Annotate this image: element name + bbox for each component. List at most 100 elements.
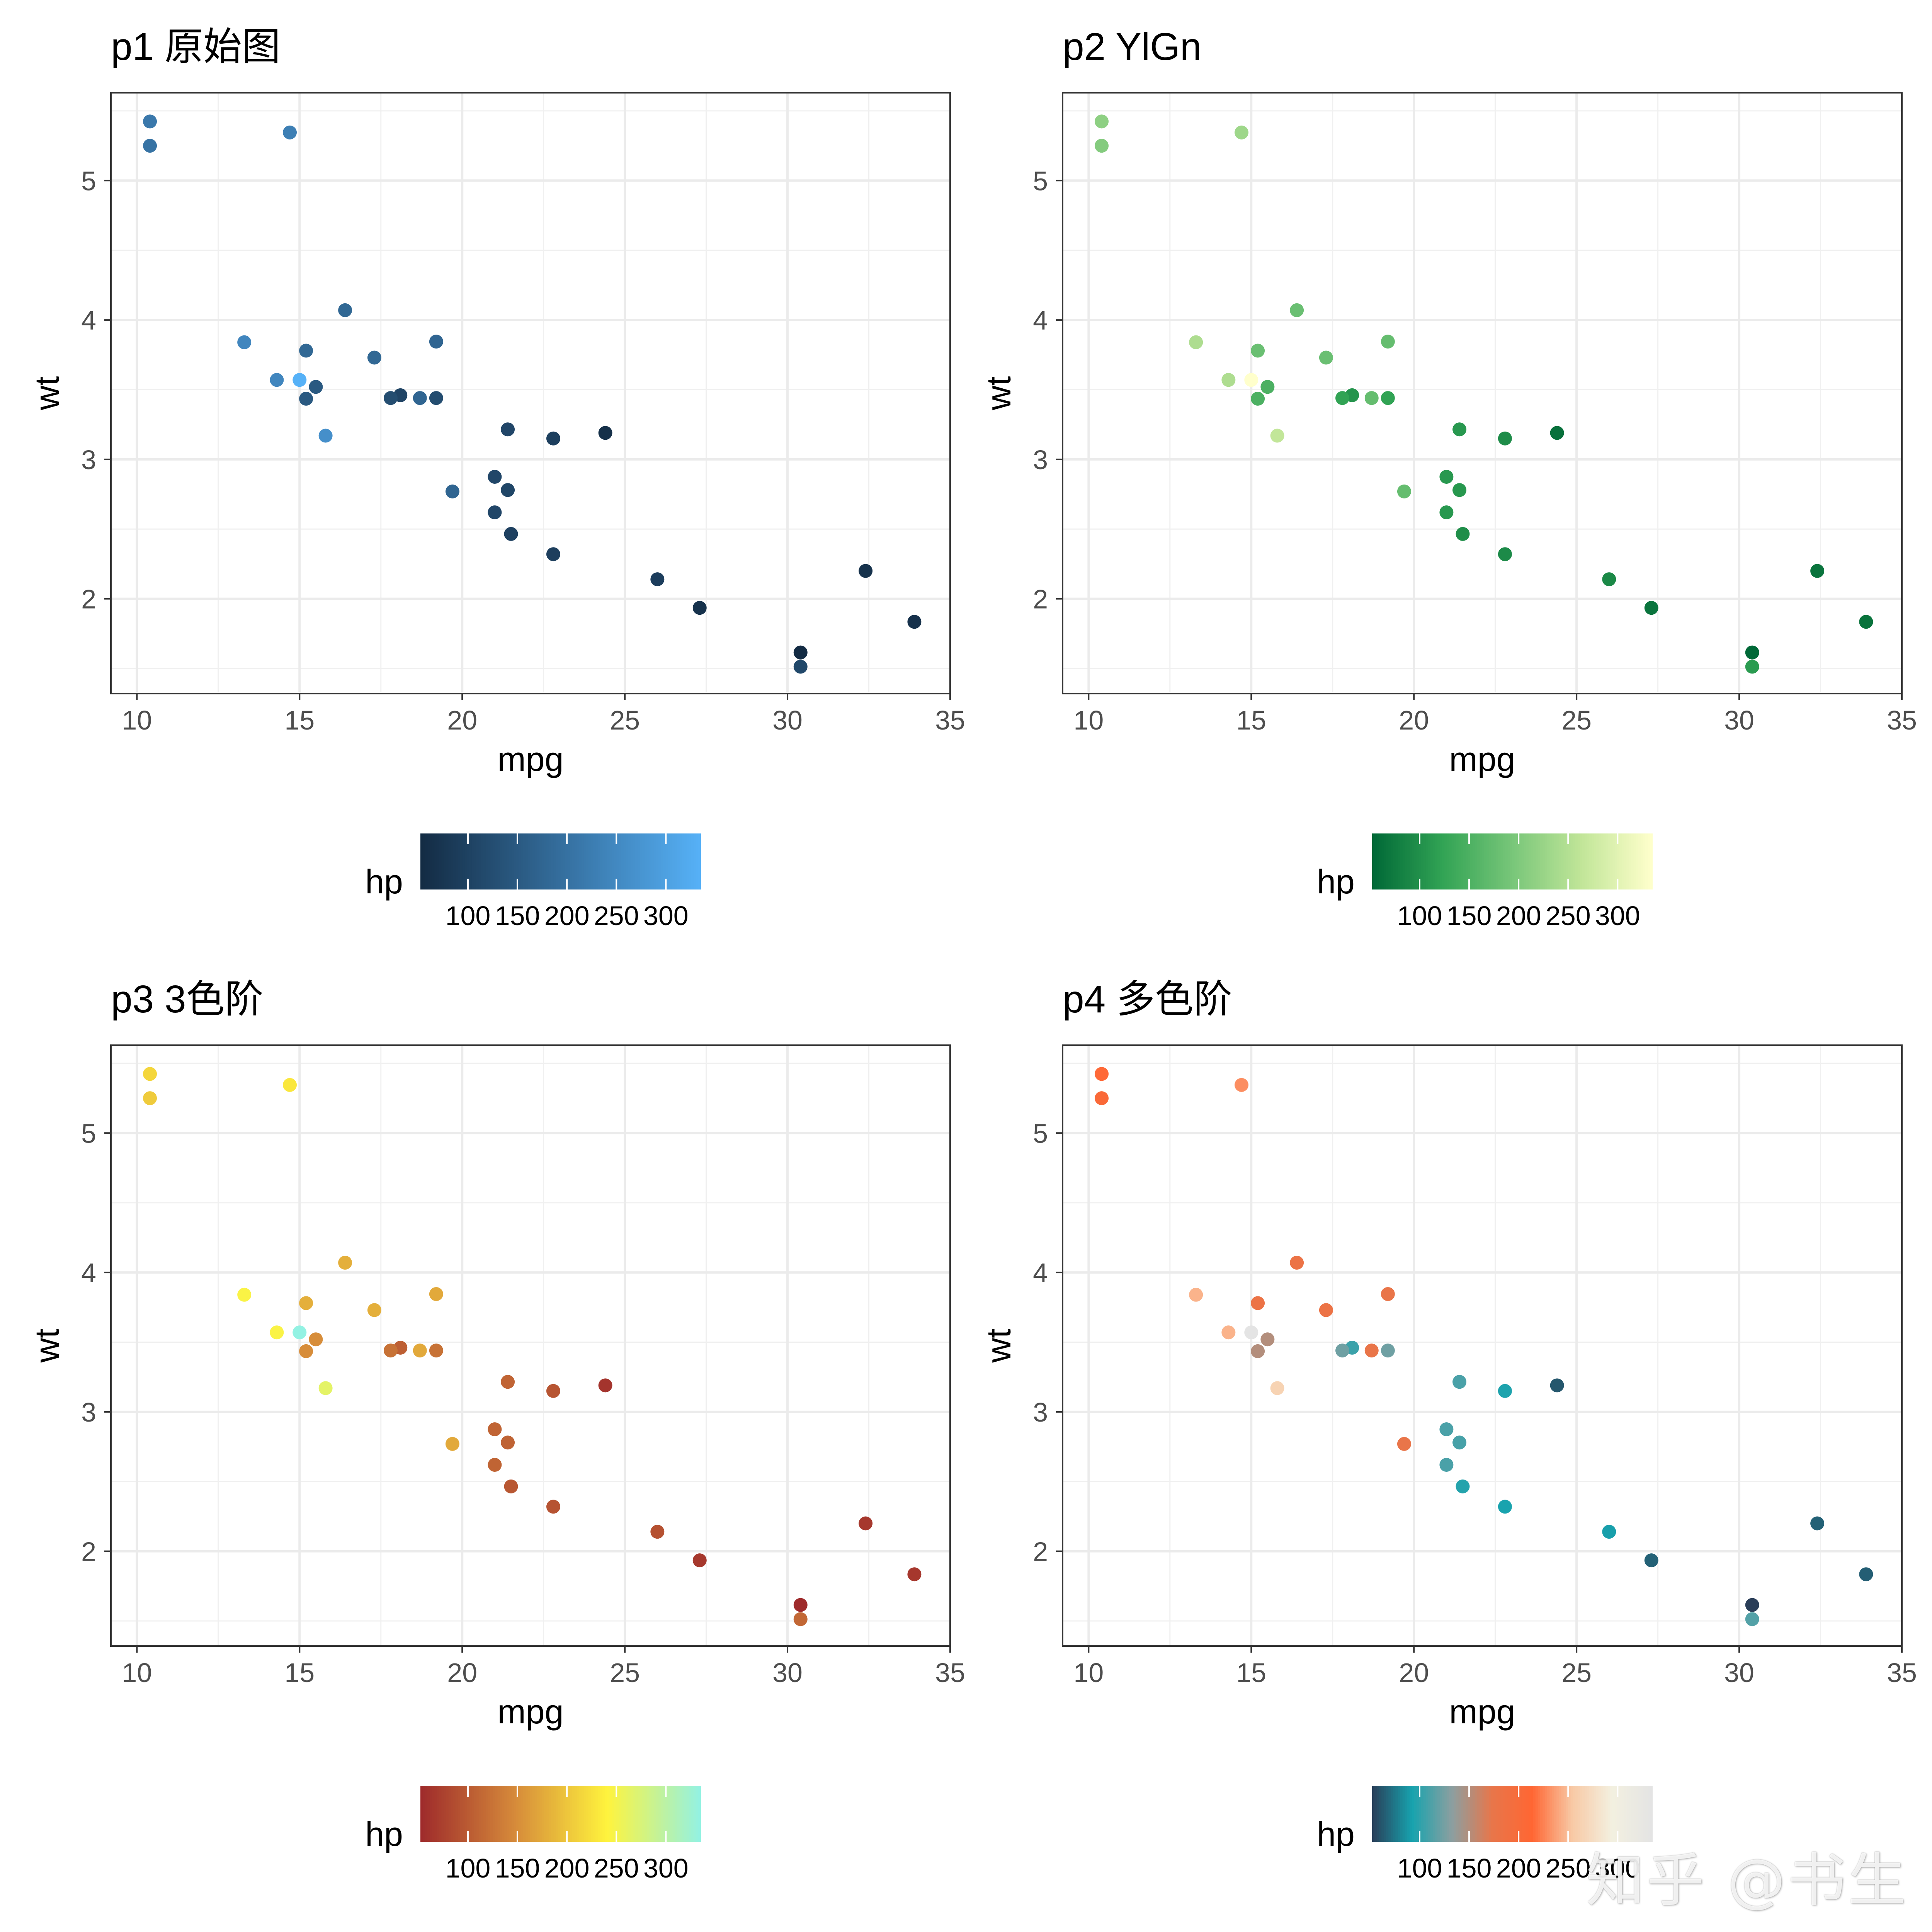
colorbar-segment bbox=[1489, 833, 1492, 889]
colorbar-segment bbox=[1498, 1786, 1501, 1842]
colorbar-segment bbox=[495, 833, 498, 889]
colorbar-segment bbox=[1400, 1786, 1403, 1842]
colorbar-segment bbox=[658, 833, 662, 889]
data-point bbox=[1456, 1479, 1470, 1493]
data-point bbox=[793, 645, 808, 660]
colorbar-segment bbox=[434, 833, 437, 889]
data-point bbox=[793, 1612, 808, 1626]
colorbar-segment bbox=[523, 1786, 526, 1842]
colorbar-segment bbox=[527, 1786, 531, 1842]
colorbar-segment bbox=[1409, 833, 1412, 889]
colorbar-segment bbox=[647, 833, 650, 889]
colorbar-segment bbox=[1556, 1786, 1560, 1842]
colorbar-segment bbox=[558, 833, 561, 889]
colorbar-segment bbox=[474, 833, 477, 889]
data-point bbox=[1319, 1303, 1333, 1317]
data-point bbox=[1270, 1381, 1284, 1395]
data-point bbox=[1745, 1612, 1759, 1626]
x-tick-label: 35 bbox=[1887, 1658, 1917, 1688]
data-point bbox=[143, 1067, 157, 1081]
colorbar-segment bbox=[527, 833, 531, 889]
colorbar-segment bbox=[1608, 1786, 1611, 1842]
colorbar-segment bbox=[607, 1786, 610, 1842]
colorbar-segment bbox=[1384, 1786, 1387, 1842]
y-tick-label: 5 bbox=[1033, 1118, 1048, 1148]
colorbar-segment bbox=[1381, 1786, 1384, 1842]
colorbar-segment bbox=[1418, 1786, 1422, 1842]
x-tick-label: 30 bbox=[1724, 1658, 1754, 1688]
colorbar-segment bbox=[1552, 1786, 1555, 1842]
colorbar-segment bbox=[1584, 1786, 1587, 1842]
colorbar-segment bbox=[1568, 1786, 1571, 1842]
colorbar-segment bbox=[1622, 1786, 1625, 1842]
data-point bbox=[1319, 350, 1333, 365]
colorbar-segment bbox=[497, 1786, 500, 1842]
colorbar-segment bbox=[1407, 1786, 1410, 1842]
colorbar-segment bbox=[1412, 833, 1415, 889]
data-point bbox=[237, 335, 252, 349]
colorbar-segment bbox=[1631, 1786, 1634, 1842]
colorbar-segment bbox=[1484, 1786, 1487, 1842]
colorbar-segment bbox=[490, 1786, 493, 1842]
colorbar-segment bbox=[1568, 833, 1571, 889]
x-tick-label: 15 bbox=[284, 1658, 315, 1688]
colorbar-segment bbox=[1491, 833, 1494, 889]
colorbar-segment bbox=[1493, 1786, 1497, 1842]
colorbar-tick-label: 250 bbox=[1546, 901, 1591, 931]
data-point bbox=[299, 344, 313, 358]
colorbar-segment bbox=[530, 833, 533, 889]
colorbar-segment bbox=[483, 1786, 486, 1842]
colorbar-segment bbox=[504, 1786, 507, 1842]
colorbar-segment bbox=[1589, 1786, 1592, 1842]
colorbar-segment bbox=[1570, 833, 1573, 889]
colorbar-segment bbox=[1626, 833, 1629, 889]
colorbar-segment bbox=[581, 1786, 584, 1842]
colorbar-segment bbox=[1372, 1786, 1375, 1842]
colorbar-segment bbox=[1559, 1786, 1562, 1842]
colorbar-segment bbox=[486, 833, 489, 889]
colorbar-segment bbox=[1599, 833, 1602, 889]
colorbar-segment bbox=[539, 1786, 543, 1842]
data-point bbox=[1381, 1344, 1395, 1358]
colorbar-segment bbox=[490, 833, 493, 889]
colorbar-segment bbox=[1398, 1786, 1401, 1842]
colorbar-segment bbox=[572, 833, 575, 889]
data-point bbox=[1439, 1458, 1454, 1472]
colorbar-segment bbox=[511, 833, 514, 889]
colorbar-segment bbox=[654, 833, 657, 889]
colorbar-segment bbox=[423, 833, 426, 889]
colorbar-segment bbox=[420, 833, 423, 889]
colorbar-segment bbox=[675, 833, 678, 889]
colorbar-segment bbox=[1517, 833, 1520, 889]
colorbar-segment bbox=[467, 1786, 470, 1842]
colorbar-segment bbox=[1465, 1786, 1468, 1842]
colorbar-segment bbox=[1561, 1786, 1564, 1842]
colorbar-segment bbox=[1430, 1786, 1434, 1842]
colorbar-segment bbox=[1547, 833, 1550, 889]
colorbar-segment bbox=[1533, 833, 1536, 889]
colorbar-segment bbox=[476, 833, 480, 889]
colorbar-segment bbox=[457, 1786, 461, 1842]
data-point bbox=[1095, 1091, 1109, 1105]
colorbar-segment bbox=[605, 1786, 608, 1842]
colorbar-segment bbox=[1412, 1786, 1415, 1842]
colorbar-segment bbox=[1486, 1786, 1490, 1842]
x-tick-label: 10 bbox=[1073, 1658, 1104, 1688]
colorbar-segment bbox=[500, 833, 503, 889]
data-point bbox=[1290, 1255, 1304, 1270]
colorbar-segment bbox=[586, 833, 589, 889]
colorbar-segment bbox=[556, 1786, 559, 1842]
colorbar-segment bbox=[1524, 1786, 1527, 1842]
colorbar-segment bbox=[525, 1786, 528, 1842]
colorbar-segment bbox=[1605, 1786, 1609, 1842]
colorbar-segment bbox=[549, 1786, 552, 1842]
colorbar-segment bbox=[656, 833, 659, 889]
colorbar-segment bbox=[523, 833, 526, 889]
colorbar-tick-label: 200 bbox=[544, 901, 590, 931]
colorbar-segment bbox=[1537, 833, 1541, 889]
colorbar-segment bbox=[553, 833, 556, 889]
colorbar-segment bbox=[1512, 1786, 1515, 1842]
colorbar-segment bbox=[663, 1786, 666, 1842]
colorbar-segment bbox=[1643, 1786, 1646, 1842]
colorbar-segment bbox=[1556, 833, 1560, 889]
